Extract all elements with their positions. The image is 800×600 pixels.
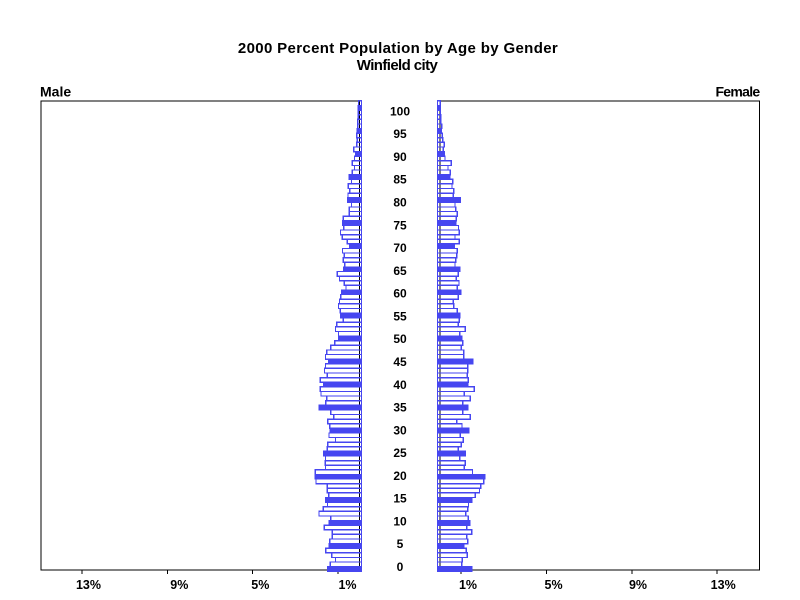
svg-text:15: 15 — [393, 492, 407, 506]
svg-text:9%: 9% — [629, 578, 647, 592]
svg-text:10: 10 — [393, 514, 407, 528]
svg-text:95: 95 — [393, 127, 407, 141]
svg-text:5: 5 — [397, 537, 404, 551]
svg-text:9%: 9% — [170, 578, 188, 592]
svg-text:2000 Percent Population by Age: 2000 Percent Population by Age by Gender — [238, 40, 558, 57]
svg-text:100: 100 — [390, 104, 410, 118]
svg-text:40: 40 — [393, 378, 407, 392]
svg-text:60: 60 — [393, 287, 407, 301]
svg-text:80: 80 — [393, 196, 407, 210]
svg-text:35: 35 — [393, 401, 407, 415]
svg-text:Female: Female — [715, 84, 760, 100]
svg-text:90: 90 — [393, 150, 407, 164]
svg-text:55: 55 — [393, 309, 407, 323]
svg-text:13%: 13% — [711, 578, 736, 592]
svg-text:1%: 1% — [459, 578, 477, 592]
svg-text:75: 75 — [393, 218, 407, 232]
svg-text:5%: 5% — [251, 578, 269, 592]
svg-text:20: 20 — [393, 469, 407, 483]
svg-text:85: 85 — [393, 173, 407, 187]
svg-text:25: 25 — [393, 446, 407, 460]
svg-text:1%: 1% — [338, 578, 356, 592]
svg-text:13%: 13% — [76, 578, 101, 592]
svg-text:5%: 5% — [545, 578, 563, 592]
svg-text:45: 45 — [393, 355, 407, 369]
svg-text:Male: Male — [40, 84, 71, 100]
svg-text:0: 0 — [397, 560, 404, 574]
svg-text:65: 65 — [393, 264, 407, 278]
svg-text:30: 30 — [393, 423, 407, 437]
svg-text:70: 70 — [393, 241, 407, 255]
svg-text:Winfield city: Winfield city — [357, 57, 439, 74]
svg-text:50: 50 — [393, 332, 407, 346]
